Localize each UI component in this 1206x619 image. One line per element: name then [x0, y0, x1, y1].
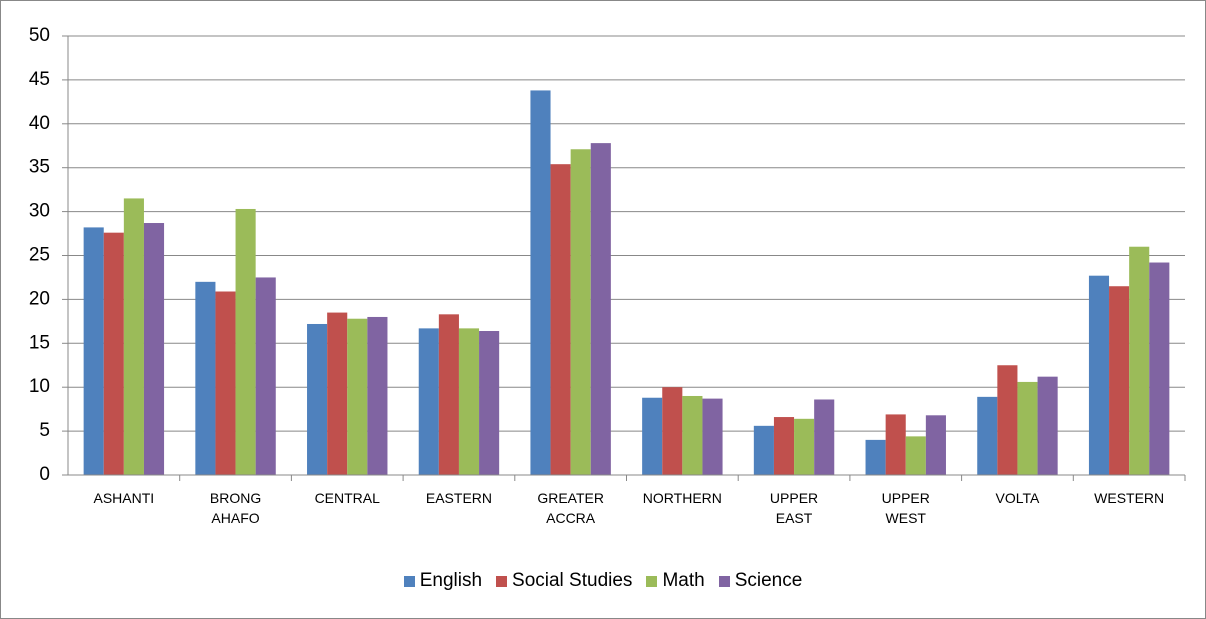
- bar: [997, 365, 1018, 475]
- bar: [307, 323, 328, 475]
- bar: [103, 232, 124, 475]
- y-tick-label: 45: [29, 69, 50, 90]
- y-tick-label: 5: [39, 420, 50, 441]
- bar: [794, 418, 815, 475]
- bar: [1129, 246, 1150, 475]
- bar: [905, 436, 926, 475]
- legend-item: Social Studies: [496, 570, 632, 592]
- legend-item: Science: [718, 570, 803, 592]
- bar: [347, 318, 368, 475]
- bar: [682, 395, 703, 475]
- x-tick-label: VOLTA: [995, 490, 1040, 506]
- y-tick-label: 25: [29, 245, 50, 266]
- x-tick-label: CENTRAL: [314, 490, 380, 506]
- legend-swatch: [403, 575, 415, 587]
- bar: [925, 415, 946, 475]
- bar: [977, 396, 998, 475]
- bar: [1088, 275, 1110, 475]
- bar: [642, 397, 663, 475]
- bar: [865, 439, 886, 475]
- bar: [215, 291, 236, 475]
- y-tick-label: 0: [39, 464, 50, 485]
- x-tick-label: NORTHERN: [642, 490, 722, 506]
- bar: [773, 417, 795, 475]
- legend-swatch: [718, 575, 730, 587]
- bar: [1109, 286, 1130, 475]
- bar: [662, 387, 683, 475]
- legend-swatch: [646, 575, 658, 587]
- x-tick-label: EASTERN: [425, 490, 492, 506]
- bar: [255, 277, 276, 475]
- bar: [570, 149, 591, 475]
- bar: [702, 398, 723, 475]
- x-tick-label: BRONG AHAFO: [209, 490, 262, 526]
- bar: [327, 312, 348, 475]
- legend-swatch: [496, 575, 508, 587]
- bar: [367, 316, 388, 475]
- bar: [438, 314, 459, 475]
- y-tick-label: 20: [29, 288, 50, 309]
- bar: [1017, 381, 1038, 475]
- bar: [530, 90, 551, 475]
- bar: [590, 143, 611, 475]
- bar: [753, 425, 774, 475]
- bar: [814, 399, 835, 475]
- x-tick-label: WESTERN: [1094, 490, 1165, 506]
- legend-label: Math: [662, 570, 705, 591]
- bar: [1037, 376, 1058, 475]
- y-tick-label: 15: [29, 332, 50, 353]
- y-tick-label: 10: [29, 376, 50, 397]
- bar: [479, 331, 500, 475]
- x-tick-label: ASHANTI: [93, 490, 155, 506]
- y-tick-label: 35: [29, 157, 50, 178]
- bar: [195, 281, 216, 475]
- y-tick-label: 30: [29, 201, 50, 222]
- bar: [143, 223, 165, 475]
- bar: [885, 414, 906, 475]
- legend-item: Math: [646, 570, 705, 592]
- x-tick-label: UPPER EAST: [769, 490, 819, 526]
- legend-label: English: [419, 570, 483, 591]
- bar: [235, 208, 256, 475]
- legend: English Social Studies Math Science: [0, 570, 1206, 592]
- bar: [458, 328, 480, 475]
- bar: [83, 227, 104, 475]
- legend-item: English: [403, 570, 483, 592]
- x-tick-label: UPPER WEST: [881, 490, 930, 526]
- bar: [550, 164, 571, 476]
- y-tick-label: 50: [29, 25, 50, 46]
- bar: [123, 198, 144, 475]
- bar: [1149, 262, 1170, 475]
- x-tick-label: GREATER ACCRA: [537, 490, 604, 526]
- bar: [418, 328, 439, 475]
- y-tick-label: 40: [29, 113, 50, 134]
- legend-label: Science: [734, 570, 803, 591]
- legend-label: Social Studies: [512, 570, 633, 591]
